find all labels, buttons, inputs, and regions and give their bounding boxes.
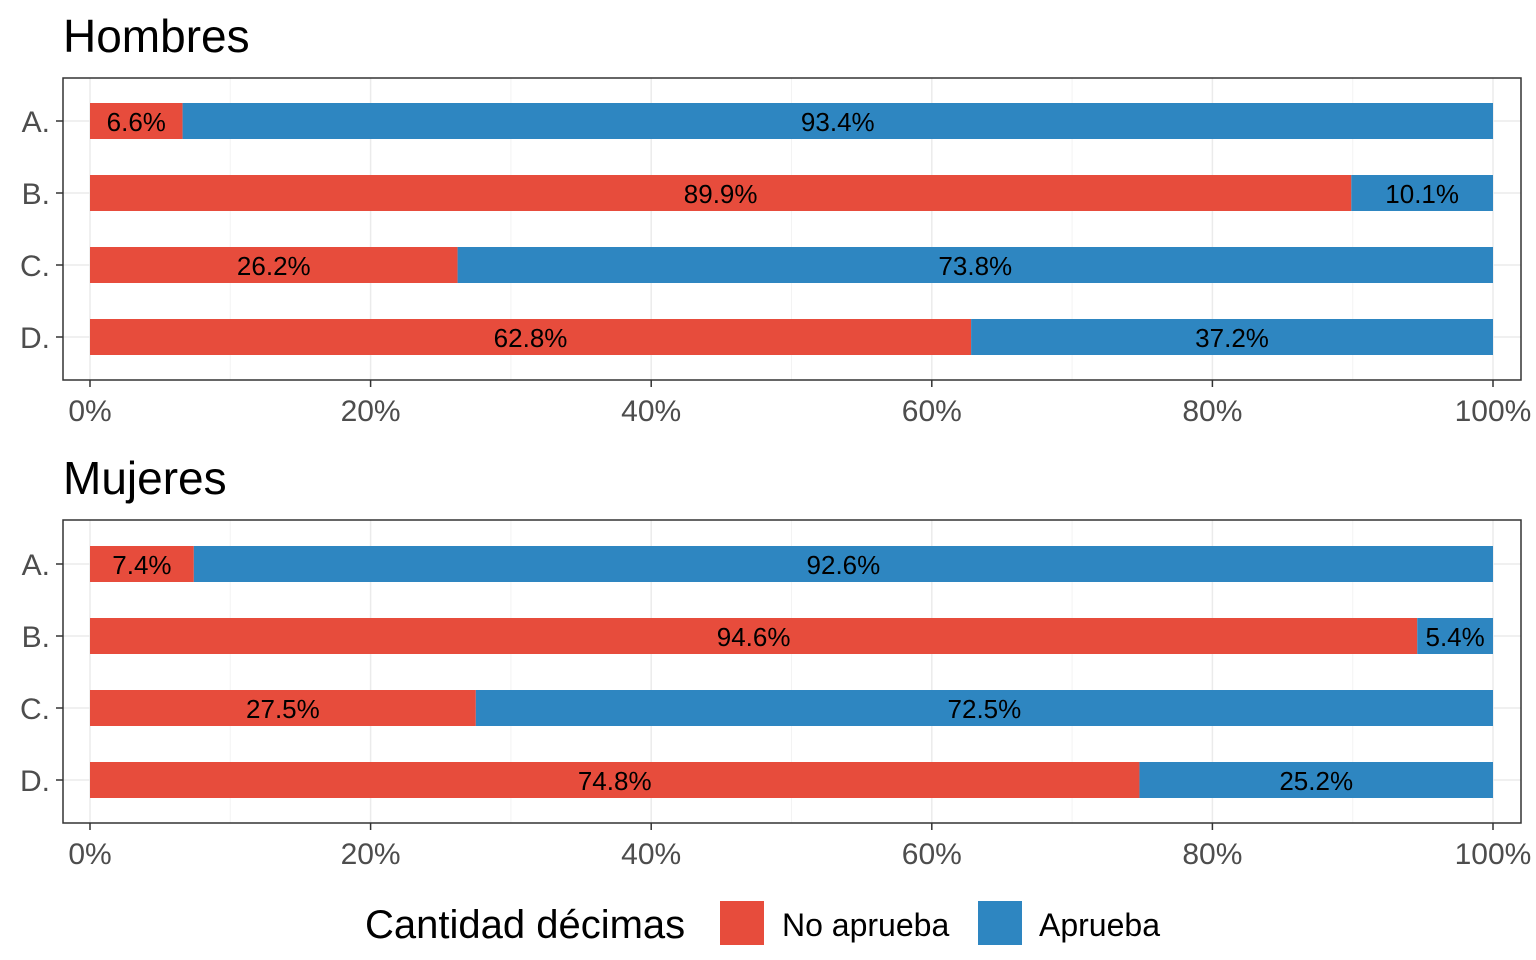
bar-hombres-d-no-aprueba bbox=[90, 319, 972, 355]
y-tick-label-hombres-b: B. bbox=[22, 178, 50, 211]
bar-label-mujeres-c-no-aprueba: 27.5% bbox=[246, 694, 320, 724]
y-tick-label-hombres-d: D. bbox=[20, 322, 50, 355]
panel-border bbox=[62, 77, 1522, 381]
bar-mujeres-d-aprueba bbox=[1139, 762, 1493, 798]
bar-label-mujeres-a-aprueba: 92.6% bbox=[807, 550, 881, 580]
bar-mujeres-d-no-aprueba bbox=[90, 762, 1140, 798]
bar-label-hombres-d-aprueba: 37.2% bbox=[1195, 323, 1269, 353]
legend-label-aprueba: Aprueba bbox=[1039, 907, 1160, 943]
y-tick-label-mujeres-b: B. bbox=[22, 621, 50, 654]
x-tick-label-mujeres-100: 100% bbox=[1455, 838, 1532, 871]
x-tick-label-hombres-20: 20% bbox=[341, 395, 401, 428]
bar-hombres-c-no-aprueba bbox=[90, 247, 458, 283]
bar-mujeres-a-aprueba bbox=[193, 546, 1493, 582]
bar-hombres-a-aprueba bbox=[182, 103, 1493, 139]
bar-hombres-d-aprueba bbox=[971, 319, 1493, 355]
bar-hombres-b-aprueba bbox=[1351, 175, 1493, 211]
legend-label-no-aprueba: No aprueba bbox=[782, 907, 949, 943]
x-tick-label-mujeres-40: 40% bbox=[621, 838, 681, 871]
panel-title-mujeres: Mujeres bbox=[63, 452, 227, 504]
x-tick-label-hombres-100: 100% bbox=[1455, 395, 1532, 428]
bar-label-hombres-b-aprueba: 10.1% bbox=[1385, 179, 1459, 209]
bar-hombres-b-no-aprueba bbox=[90, 175, 1352, 211]
bar-hombres-c-aprueba bbox=[457, 247, 1494, 283]
x-tick-label-mujeres-80: 80% bbox=[1182, 838, 1242, 871]
bar-hombres-a-no-aprueba bbox=[90, 103, 183, 139]
panel-title-hombres: Hombres bbox=[63, 10, 250, 62]
x-tick-label-mujeres-0: 0% bbox=[68, 838, 111, 871]
bar-label-hombres-a-aprueba: 93.4% bbox=[801, 107, 875, 137]
x-tick-label-hombres-0: 0% bbox=[68, 395, 111, 428]
bar-label-hombres-c-aprueba: 73.8% bbox=[938, 251, 1012, 281]
bar-mujeres-c-aprueba bbox=[475, 690, 1493, 726]
y-tick-label-hombres-c: C. bbox=[20, 250, 50, 283]
bar-label-hombres-c-no-aprueba: 26.2% bbox=[237, 251, 311, 281]
bar-label-mujeres-b-no-aprueba: 94.6% bbox=[717, 622, 791, 652]
bar-label-mujeres-b-aprueba: 5.4% bbox=[1425, 622, 1484, 652]
x-tick-label-hombres-40: 40% bbox=[621, 395, 681, 428]
legend-title: Cantidad décimas bbox=[365, 903, 685, 947]
y-tick-label-mujeres-a: A. bbox=[22, 549, 50, 582]
x-tick-label-mujeres-60: 60% bbox=[902, 838, 962, 871]
bar-mujeres-b-aprueba bbox=[1417, 618, 1493, 654]
legend-key-no-aprueba bbox=[720, 901, 764, 945]
x-tick-label-hombres-60: 60% bbox=[902, 395, 962, 428]
y-tick-label-hombres-a: A. bbox=[22, 106, 50, 139]
x-tick-label-mujeres-20: 20% bbox=[341, 838, 401, 871]
panel-mujeres: Mujeres 7.4% 92.6% 94.6% 5.4% 27.5% 72.5% 74.8%… bbox=[20, 452, 1531, 871]
panel-border bbox=[62, 519, 1522, 824]
bar-label-mujeres-c-aprueba: 72.5% bbox=[948, 694, 1022, 724]
x-tick-label-hombres-80: 80% bbox=[1182, 395, 1242, 428]
bar-mujeres-b-no-aprueba bbox=[90, 618, 1418, 654]
bar-label-mujeres-d-aprueba: 25.2% bbox=[1279, 766, 1353, 796]
bar-label-mujeres-a-no-aprueba: 7.4% bbox=[112, 550, 171, 580]
y-tick-label-mujeres-c: C. bbox=[20, 693, 50, 726]
bar-label-hombres-d-no-aprueba: 62.8% bbox=[494, 323, 568, 353]
legend-key-aprueba bbox=[978, 901, 1022, 945]
bar-mujeres-c-no-aprueba bbox=[90, 690, 476, 726]
bar-label-hombres-b-no-aprueba: 89.9% bbox=[684, 179, 758, 209]
legend: Cantidad décimas No aprueba Aprueba bbox=[365, 901, 1160, 947]
chart-panels: Hombres 6.6% 93.4% 89.9% 10.1% 26.2% 73.8% 62.8… bbox=[20, 10, 1531, 871]
y-tick-label-mujeres-d: D. bbox=[20, 765, 50, 798]
bar-label-mujeres-d-no-aprueba: 74.8% bbox=[578, 766, 652, 796]
panel-hombres: Hombres 6.6% 93.4% 89.9% 10.1% 26.2% 73.8% 62.8… bbox=[20, 10, 1531, 428]
bar-mujeres-a-no-aprueba bbox=[90, 546, 194, 582]
bar-label-hombres-a-no-aprueba: 6.6% bbox=[107, 107, 166, 137]
